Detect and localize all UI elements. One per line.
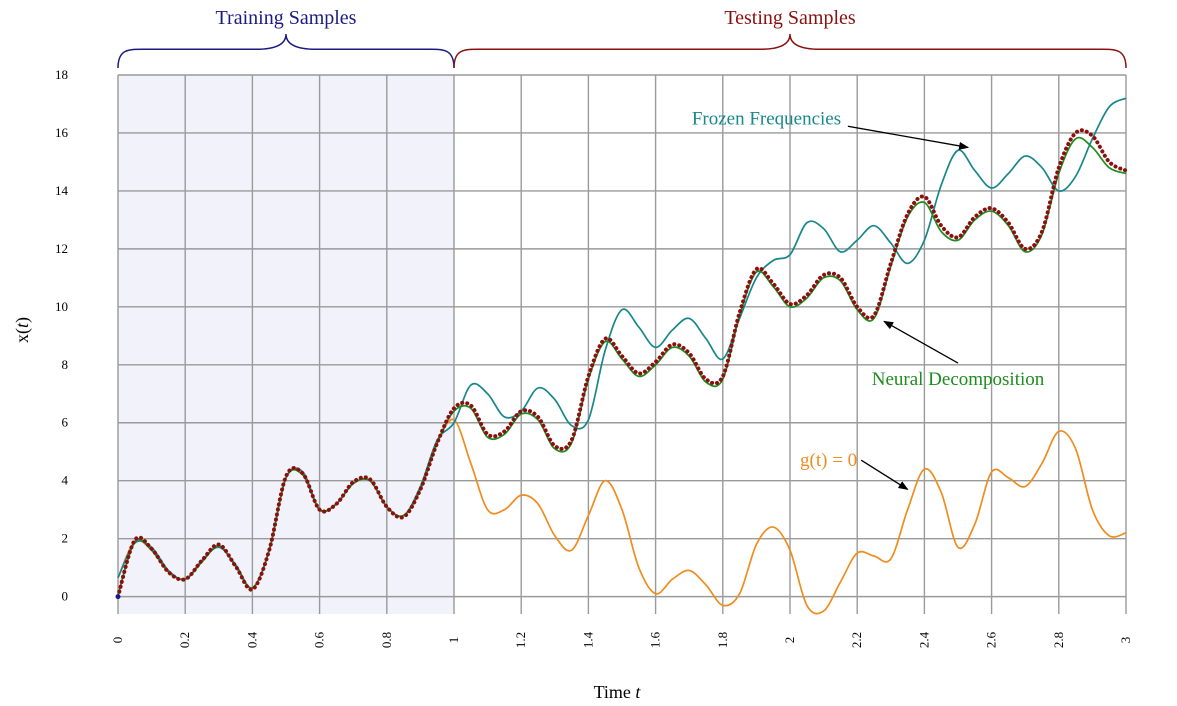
x-tick-label: 1 <box>446 637 461 644</box>
x-tick-label: 2.6 <box>984 631 999 648</box>
x-tick-label: 3 <box>1118 637 1133 644</box>
y-tick-label: 18 <box>55 67 68 82</box>
annotation-arrow-0 <box>847 125 970 150</box>
x-tick-label: 1.6 <box>648 631 663 648</box>
y-axis-label-var: t <box>12 322 32 328</box>
x-tick-label: 2.2 <box>849 632 864 648</box>
annotation-label-2: g(t) = 0 <box>800 450 857 471</box>
x-axis-label-var: t <box>635 682 641 702</box>
y-axis-label: x(t) <box>12 317 33 343</box>
y-tick-label: 0 <box>62 589 69 604</box>
x-tick-label: 1.2 <box>513 632 528 648</box>
x-tick-label: 1.8 <box>715 632 730 648</box>
x-tick-label: 2.8 <box>1051 632 1066 648</box>
annotation-label-0: Frozen Frequencies <box>692 108 841 129</box>
annotation-label-1: Neural Decomposition <box>872 369 1045 390</box>
region-brace-1 <box>453 33 1127 69</box>
y-tick-label: 10 <box>55 299 68 314</box>
x-axis-label-text: Time <box>594 682 631 702</box>
series-start-marker <box>115 594 121 600</box>
y-tick-label: 8 <box>62 357 69 372</box>
region-label-1: Testing Samples <box>724 7 856 29</box>
x-tick-label: 0 <box>110 637 125 644</box>
y-tick-label: 4 <box>62 473 69 488</box>
y-tick-label: 14 <box>55 183 69 198</box>
region-shade-0 <box>118 75 454 614</box>
x-tick-label: 2.4 <box>916 631 931 648</box>
annotation-arrow-2 <box>860 459 909 490</box>
x-axis-label: Time t <box>594 682 642 702</box>
y-tick-label: 2 <box>62 531 69 546</box>
y-axis-label-text: x( <box>12 328 33 343</box>
x-tick-label: 0.8 <box>379 632 394 648</box>
x-tick-label: 0.2 <box>177 632 192 648</box>
region-brace-0 <box>117 33 455 69</box>
annotation-arrow-1 <box>883 320 959 364</box>
x-tick-label: 1.4 <box>580 631 595 648</box>
x-tick-label: 0.4 <box>244 631 259 648</box>
x-tick-label: 2 <box>782 637 797 644</box>
y-tick-label: 12 <box>55 241 68 256</box>
y-tick-label: 6 <box>62 415 69 430</box>
series-line-3 <box>116 128 1128 599</box>
x-tick-label: 0.6 <box>312 631 327 648</box>
y-axis-label-close: ) <box>12 317 33 323</box>
region-label-0: Training Samples <box>216 7 357 29</box>
y-tick-label: 16 <box>55 125 69 140</box>
